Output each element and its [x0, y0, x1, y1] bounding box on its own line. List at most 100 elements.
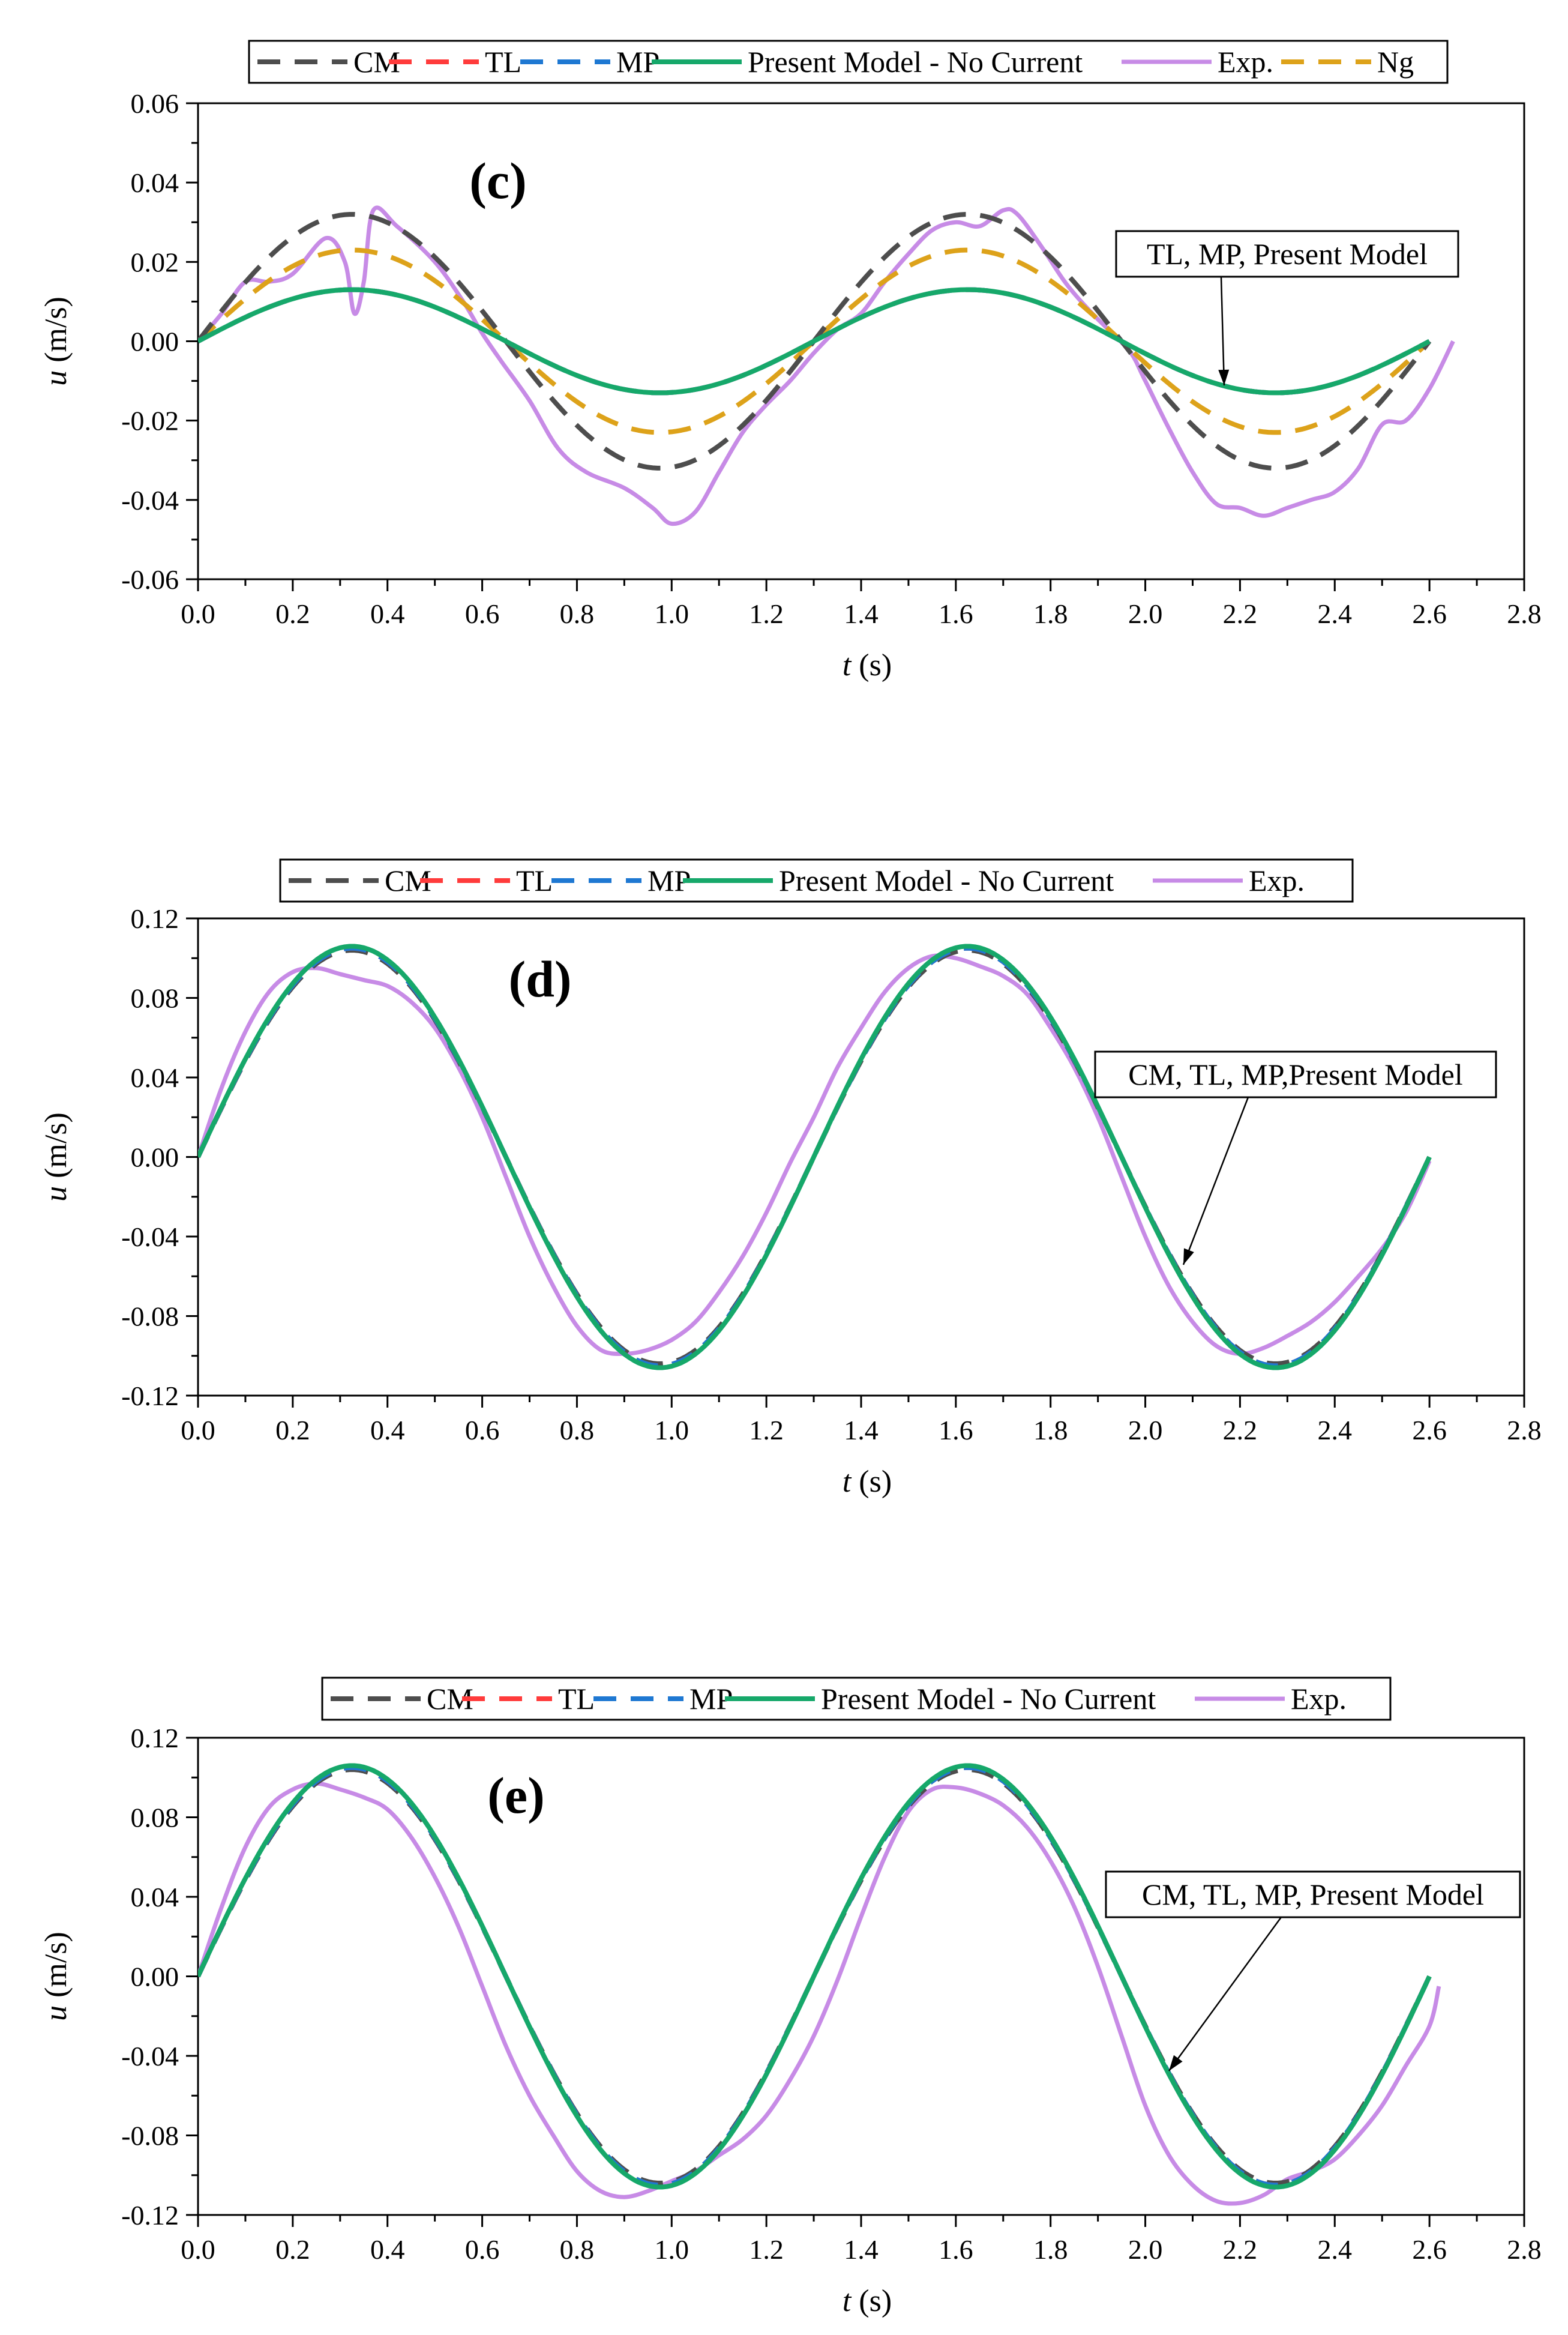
y-tick-label: -0.04	[121, 2041, 179, 2071]
x-tick-label: 1.8	[1033, 1415, 1068, 1445]
y-tick-label: 0.02	[131, 247, 179, 277]
y-tick-label: 0.04	[131, 167, 179, 198]
y-axis-unit: (m/s)	[39, 1112, 73, 1186]
x-axis-var: t	[843, 2284, 852, 2318]
y-tick-label: -0.08	[121, 2121, 179, 2151]
x-tick-label: 0.4	[370, 1415, 405, 1445]
x-tick-label: 2.0	[1128, 2234, 1163, 2265]
x-tick-label: 1.8	[1033, 2234, 1068, 2265]
x-tick-label: 2.6	[1412, 1415, 1447, 1445]
x-tick-label: 0.4	[370, 2234, 405, 2265]
x-tick-label: 0.4	[370, 598, 405, 629]
series-line-exp	[198, 1781, 1441, 2206]
x-tick-label: 1.6	[939, 598, 973, 629]
series-line-present-model	[198, 287, 1431, 396]
series-line-present-model	[198, 944, 1432, 1370]
x-tick-label: 1.0	[655, 1415, 689, 1445]
x-tick-label: 0.6	[465, 2234, 500, 2265]
x-tick-label: 2.2	[1223, 598, 1258, 629]
annotation-leader	[1220, 276, 1225, 386]
x-tick-label: 1.2	[749, 1415, 784, 1445]
x-tick-label: 0.2	[275, 598, 310, 629]
y-tick-label: 0.00	[131, 327, 179, 357]
series-line-ng	[198, 247, 1431, 435]
x-tick-label: 2.0	[1128, 598, 1163, 629]
x-tick-label: 1.6	[939, 1415, 973, 1445]
y-tick-label: 0.12	[131, 1723, 179, 1753]
chart-panel-e: CM TL MP Present Model - No Current Exp.0.0 0…	[39, 1677, 1542, 2318]
x-tick-label: 2.6	[1412, 598, 1447, 629]
y-axis-unit: (m/s)	[39, 1932, 73, 2005]
legend-label-tl: TL	[485, 45, 521, 79]
y-tick-label: 0.04	[131, 1062, 179, 1093]
series-group	[198, 205, 1455, 526]
x-tick-label: 1.0	[655, 598, 689, 629]
x-tick-label: 1.4	[844, 598, 879, 629]
chart-panel-d: CM TL MP Present Model - No Current Exp.0.0 0…	[39, 858, 1542, 1499]
x-axis-unit: (s)	[851, 2284, 892, 2318]
x-axis: 0.0 0.2 0.4 0.6 0.8 1.0 1.2 1.4 1.6 1.8 2.0 2.2 2.4 2…	[181, 1396, 1542, 1445]
x-tick-label: 2.2	[1223, 2234, 1258, 2265]
y-tick-label: 0.00	[131, 1142, 179, 1173]
y-tick-label: -0.08	[121, 1301, 179, 1332]
y-axis-var: u	[39, 2005, 73, 2021]
x-tick-label: 0.0	[181, 2234, 215, 2265]
legend: CM TL MP Present Model - No Current Exp. Ng	[248, 40, 1449, 84]
series-line-exp	[198, 953, 1432, 1356]
y-axis: 0.06 0.04 0.02 0.00 -0.02 -0.04 -0.06	[121, 88, 198, 595]
legend-label-present-model: Present Model - No Current	[779, 864, 1114, 897]
y-tick-label: 0.06	[131, 88, 179, 119]
y-axis-label: u (m/s)	[39, 1112, 73, 1202]
x-tick-label: 1.4	[844, 1415, 879, 1445]
legend-label-ng: Ng	[1377, 45, 1414, 79]
x-tick-label: 1.8	[1033, 598, 1068, 629]
plot-frame	[197, 102, 1525, 580]
annotation-callout: CM, TL, MP, Present Model	[1105, 1870, 1521, 2071]
x-axis-label: t (s)	[843, 648, 892, 682]
annotation-box	[1115, 230, 1459, 278]
y-tick-label: -0.02	[121, 406, 179, 436]
legend: CM TL MP Present Model - No Current Exp.	[279, 858, 1354, 903]
chart-panel-c: CM TL MP Present Model - No Current Exp. Ng0.…	[39, 40, 1542, 682]
x-tick-label: 2.8	[1507, 598, 1542, 629]
y-tick-label: -0.12	[121, 1381, 179, 1411]
series-group	[198, 944, 1432, 1370]
legend-label-exp: Exp.	[1218, 45, 1273, 79]
x-tick-label: 0.8	[560, 598, 595, 629]
y-axis-unit: (m/s)	[39, 297, 73, 370]
x-tick-label: 0.6	[465, 1415, 500, 1445]
x-tick-label: 2.4	[1318, 2234, 1353, 2265]
panel-label: (c)	[469, 152, 526, 209]
series-line-present-model	[198, 1763, 1432, 2190]
x-tick-label: 2.4	[1318, 598, 1353, 629]
x-tick-label: 0.0	[181, 1415, 215, 1445]
annotation-text: CM, TL, MP,Present Model	[1128, 1058, 1462, 1091]
x-axis-var: t	[843, 648, 852, 682]
x-tick-label: 0.2	[275, 2234, 310, 2265]
x-tick-label: 2.6	[1412, 2234, 1447, 2265]
y-axis-var: u	[39, 1186, 73, 1202]
x-tick-label: 0.6	[465, 598, 500, 629]
annotation-arrowhead	[1218, 369, 1230, 385]
series-line-exp	[198, 205, 1455, 526]
legend-label-present-model: Present Model - No Current	[821, 1682, 1156, 1716]
x-axis-label: t (s)	[843, 1465, 892, 1499]
x-tick-label: 2.2	[1223, 1415, 1258, 1445]
y-axis-label: u (m/s)	[39, 1932, 73, 2021]
y-tick-label: -0.04	[121, 1222, 179, 1252]
plot-frame	[197, 1737, 1525, 2216]
x-axis: 0.0 0.2 0.4 0.6 0.8 1.0 1.2 1.4 1.6 1.8 2.0 2.2 2.4 2…	[181, 579, 1542, 629]
annotation-callout: TL, MP, Present Model	[1115, 230, 1459, 386]
annotation-text: TL, MP, Present Model	[1147, 237, 1428, 271]
y-tick-label: -0.04	[121, 485, 179, 516]
y-tick-label: 0.04	[131, 1882, 179, 1912]
y-axis: 0.12 0.08 0.04 0.00 -0.04 -0.08 -0.12	[121, 1723, 198, 2231]
annotation-leader	[1168, 1917, 1282, 2071]
annotation-box	[1105, 1870, 1521, 1918]
legend-label-exp: Exp.	[1249, 864, 1305, 897]
x-axis-unit: (s)	[851, 1465, 892, 1499]
x-tick-label: 2.8	[1507, 2234, 1542, 2265]
legend-label-exp: Exp.	[1291, 1682, 1347, 1716]
annotation-leader	[1182, 1097, 1249, 1265]
annotation-callout: CM, TL, MP,Present Model	[1094, 1050, 1497, 1265]
